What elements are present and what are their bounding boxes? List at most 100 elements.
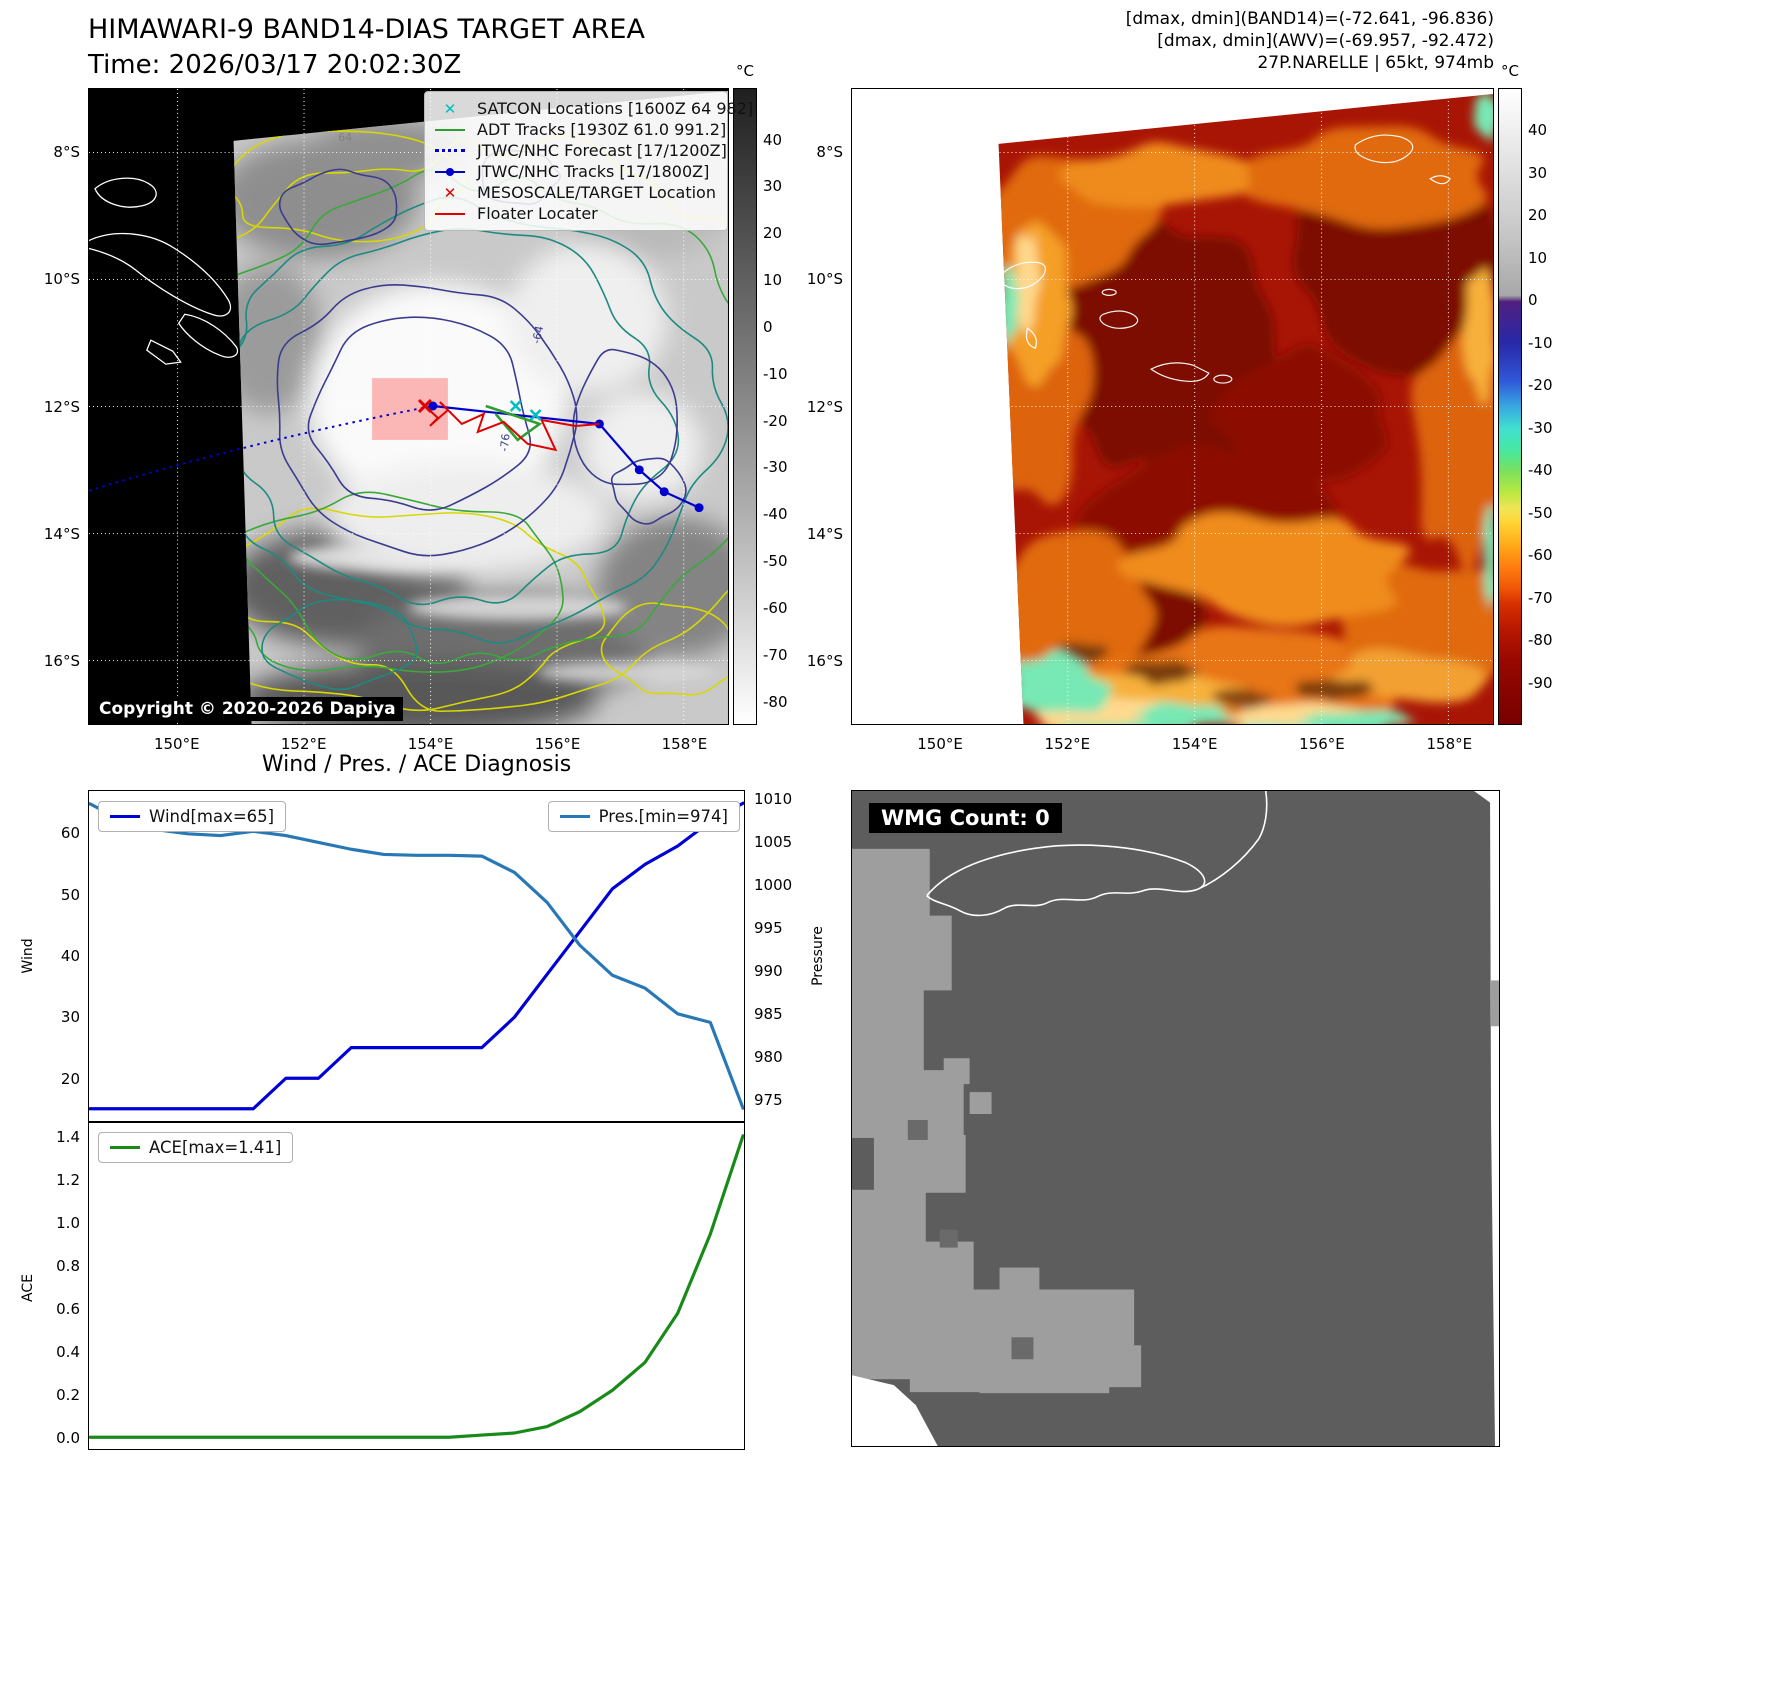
- wind-line-swatch: [110, 815, 140, 818]
- tick-label: 150°E: [917, 735, 963, 753]
- wind-pressure-chart: [88, 790, 745, 1122]
- copyright: Copyright © 2020-2026 Dapiya: [92, 697, 403, 721]
- tick-label: -30: [763, 458, 788, 477]
- tick-label: -60: [1528, 546, 1553, 565]
- wmg-coastline: [926, 791, 1268, 917]
- legend-item-label: SATCON Locations [1600Z 64 982]: [477, 99, 754, 118]
- tick-label: 1.4: [56, 1128, 80, 1147]
- tick-label: -30: [1528, 418, 1553, 437]
- band14-legend: ✕ SATCON Locations [1600Z 64 982] ADT Trac…: [424, 91, 753, 231]
- tick-label: 12°S: [806, 397, 843, 416]
- tick-label: -80: [1528, 631, 1553, 650]
- awv-header: [dmax, dmin](BAND14)=(-72.641, -96.836) …: [1126, 8, 1494, 74]
- svg-text:-76: -76: [498, 433, 513, 452]
- tick-label: 0.2: [56, 1386, 80, 1405]
- ace-legend-label: ACE[max=1.41]: [149, 1138, 282, 1157]
- wmg-map: [851, 790, 1500, 1447]
- tick-label: -40: [1528, 461, 1553, 480]
- tick-label: 975: [754, 1091, 783, 1110]
- tick-label: 158°E: [661, 735, 708, 753]
- satcon-markers: [509, 400, 542, 421]
- tick-label: 1000: [754, 875, 793, 894]
- tick-label: -20: [1528, 376, 1553, 395]
- x-marker-icon: ✕: [443, 183, 457, 202]
- tick-label: 50: [60, 885, 80, 904]
- wmg-gray-speck: [1491, 980, 1499, 1027]
- band14-subtitle: Time: 2026/03/17 20:02:30Z: [88, 50, 462, 80]
- tick-label: 156°E: [534, 735, 581, 753]
- tick-label: 995: [754, 918, 783, 937]
- pressure-legend: Pres.[min=974]: [547, 801, 740, 832]
- cloud-streaks: [288, 543, 718, 684]
- jtwc-forecast-track: [89, 405, 434, 492]
- tick-label: 30: [763, 177, 783, 196]
- tick-label: 12°S: [43, 397, 80, 416]
- legend-item: ✕ SATCON Locations [1600Z 64 982]: [433, 98, 753, 119]
- tick-label: 8°S: [53, 142, 80, 161]
- wmg-dark-specks: [907, 1119, 1034, 1360]
- svg-text:64: 64: [338, 131, 352, 144]
- legend-item: Floater Locater: [433, 203, 719, 224]
- tick-label: 8°S: [816, 142, 843, 161]
- line-marker-icon: [433, 167, 467, 176]
- awv-cloud-field: [998, 93, 1493, 724]
- pressure-axis-label: Pressure: [810, 926, 826, 986]
- tick-label: 60: [60, 824, 80, 843]
- tick-label: -10: [1528, 333, 1553, 352]
- ace-legend: ACE[max=1.41]: [98, 1132, 294, 1163]
- legend-item: ADT Tracks [1930Z 61.0 991.2]: [433, 119, 726, 140]
- awv-header-line2: [dmax, dmin](AWV)=(-69.957, -92.472): [1157, 31, 1494, 51]
- tick-label: 154°E: [1171, 735, 1218, 753]
- wmg-light-region: [852, 848, 1142, 1394]
- x-marker-icon: ✕: [443, 99, 457, 118]
- line-marker-icon: [433, 128, 467, 131]
- tick-label: -70: [763, 645, 788, 664]
- tick-label: 10°S: [43, 270, 80, 289]
- pressure-legend-label: Pres.[min=974]: [598, 807, 728, 826]
- awv-header-line3: 27P.NARELLE | 65kt, 974mb: [1257, 53, 1494, 73]
- tick-label: 156°E: [1299, 735, 1345, 753]
- tick-label: 0.0: [56, 1429, 80, 1448]
- floater-track: [424, 401, 600, 452]
- tick-label: 0.4: [56, 1343, 80, 1362]
- tick-label: 0: [1528, 291, 1538, 310]
- tick-label: 10: [763, 271, 783, 290]
- svg-text:-64: -64: [530, 325, 546, 345]
- tick-label: -20: [763, 411, 788, 430]
- legend-item-label: ADT Tracks [1930Z 61.0 991.2]: [477, 120, 727, 139]
- legend-item: JTWC/NHC Forecast [17/1200Z]: [433, 140, 727, 161]
- tick-label: 1.2: [56, 1171, 80, 1190]
- tick-label: -40: [763, 505, 788, 524]
- band14-colorbar: [733, 88, 757, 725]
- tick-label: 14°S: [806, 524, 843, 543]
- legend-item-label: MESOSCALE/TARGET Location: [477, 183, 716, 202]
- adt-track: [485, 404, 543, 442]
- target-marker: [417, 398, 432, 414]
- tick-label: -10: [763, 364, 788, 383]
- legend-item-label: JTWC/NHC Tracks [17/1800Z]: [477, 162, 710, 181]
- tick-label: 10: [1528, 248, 1548, 267]
- tick-label: 150°E: [153, 735, 200, 753]
- awv-colorbar-unit: °C: [1501, 62, 1519, 80]
- legend-item: JTWC/NHC Tracks [17/1800Z]: [433, 161, 719, 182]
- tick-label: 16°S: [806, 652, 843, 671]
- tick-label: 10°S: [806, 270, 843, 289]
- band14-colorbar-unit: °C: [736, 62, 754, 80]
- wind-legend: Wind[max=65]: [98, 801, 287, 832]
- tick-label: 152°E: [280, 735, 327, 753]
- tick-label: 20: [60, 1069, 80, 1088]
- tick-label: -50: [763, 552, 788, 571]
- tick-label: 16°S: [43, 652, 80, 671]
- tick-label: 980: [754, 1048, 783, 1067]
- tick-label: 14°S: [43, 524, 80, 543]
- wind-axis-label: Wind: [20, 938, 36, 974]
- target-area-box: [372, 378, 448, 440]
- coastline: [89, 177, 239, 365]
- band14-title: HIMAWARI-9 BAND14-DIAS TARGET AREA: [88, 14, 645, 45]
- tick-label: 30: [60, 1008, 80, 1027]
- tick-label: 20: [763, 224, 783, 243]
- line-marker-icon: [433, 212, 467, 215]
- tick-label: 40: [1528, 121, 1548, 140]
- tick-label: 0.6: [56, 1300, 80, 1319]
